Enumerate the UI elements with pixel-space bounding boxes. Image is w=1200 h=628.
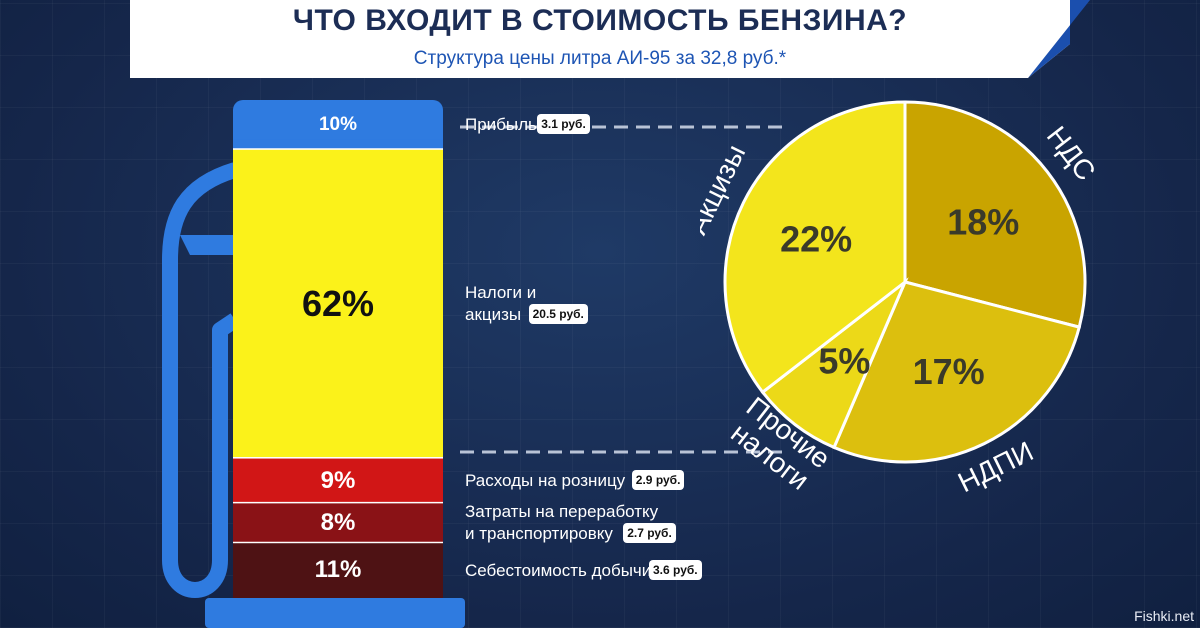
category-label-line: Прибыль: [465, 114, 537, 134]
pump-base: [205, 598, 465, 628]
price-badge-processing: 2.7 руб.: [623, 523, 676, 544]
bar-segment-taxes: [233, 149, 443, 459]
title-banner-accent: [1028, 0, 1090, 78]
category-label-extraction: Себестоимость добычи: [465, 560, 651, 582]
pump-hose: [162, 162, 240, 598]
category-label-line: Затраты на переработку: [465, 502, 659, 522]
pie-slice-akcizy: [723, 100, 907, 395]
bar-segment-retail: [233, 458, 443, 504]
category-label-line: акцизы: [465, 305, 522, 325]
watermark: Fishki.net: [1134, 608, 1194, 624]
pie-value-label-akcizy: 22%: [780, 218, 852, 259]
price-badge-retail: 2.9 руб.: [631, 469, 685, 490]
title-banner-shape: [130, 0, 1070, 78]
category-label-taxes: Налоги и акцизы: [465, 282, 536, 326]
chart-subtitle: Структура цены литра АИ-95 за 32,8 руб.*: [413, 48, 787, 69]
pie-value-label-nds: 18%: [947, 201, 1019, 242]
pie-value-label-ndpi: 17%: [913, 351, 985, 392]
bar-label-extraction: 11%: [314, 556, 362, 584]
bar-segment-extraction: [233, 543, 443, 598]
bar-segment-profit-fill: [233, 139, 443, 150]
category-label-line: Себестоимость добычи: [465, 560, 652, 580]
bar-segment-profit: [233, 100, 443, 150]
price-badge-profit: 3.1 руб.: [537, 113, 590, 134]
price-badge-extraction: 3.6 руб.: [649, 559, 702, 580]
chart-title: ЧТО ВХОДИТ В СТОИМОСТЬ БЕНЗИНА?: [292, 4, 908, 37]
category-label-processing: Затраты на переработку и транспортировку: [465, 501, 658, 545]
title-banner: [130, 0, 1090, 78]
pie-slice-ndpi: [832, 280, 1082, 464]
category-label-line: и транспортировку: [465, 524, 613, 544]
bar-segment-processing: [233, 503, 443, 544]
category-label-profit: Прибыль: [465, 114, 537, 136]
price-badge-taxes: 20.5 руб.: [528, 304, 588, 325]
bar-label-profit: 10%: [318, 113, 358, 135]
bar-label-processing: 8%: [320, 508, 356, 536]
pie-value-label-other: 5%: [818, 340, 870, 381]
category-label-line: Налоги и: [465, 283, 537, 303]
pie-slice-nds: [903, 100, 1087, 329]
pie-slice-other: [760, 277, 909, 450]
pump-nozzle: [180, 235, 235, 255]
bar-label-taxes: 62%: [301, 282, 375, 324]
category-label-line: Расходы на розницу: [465, 470, 626, 490]
pump-segments: [233, 100, 443, 598]
bar-label-retail: 9%: [320, 466, 356, 494]
category-label-retail: Расходы на розницу: [465, 470, 625, 492]
